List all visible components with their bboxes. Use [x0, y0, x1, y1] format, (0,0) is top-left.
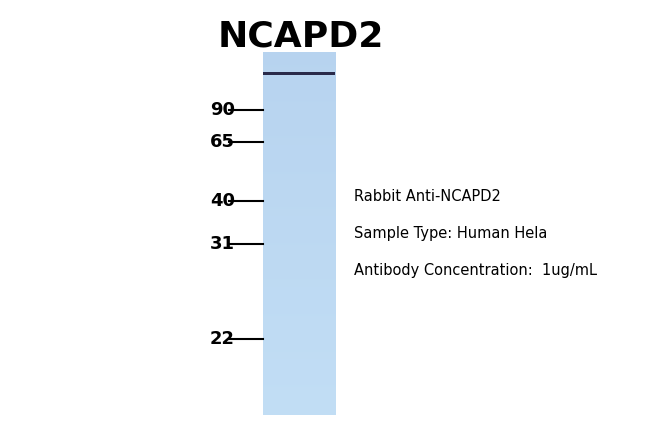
Text: Sample Type: Human Hela: Sample Type: Human Hela — [354, 226, 547, 241]
Text: Antibody Concentration:  1ug/mL: Antibody Concentration: 1ug/mL — [354, 263, 597, 277]
Bar — [263, 52, 335, 415]
Text: 65: 65 — [210, 133, 235, 151]
Text: 22: 22 — [210, 330, 235, 348]
Text: NCAPD2: NCAPD2 — [217, 19, 384, 54]
Text: Rabbit Anti-NCAPD2: Rabbit Anti-NCAPD2 — [354, 189, 500, 204]
Bar — [263, 72, 335, 75]
Text: 40: 40 — [210, 192, 235, 210]
Text: 31: 31 — [210, 235, 235, 253]
Text: 90: 90 — [210, 101, 235, 119]
